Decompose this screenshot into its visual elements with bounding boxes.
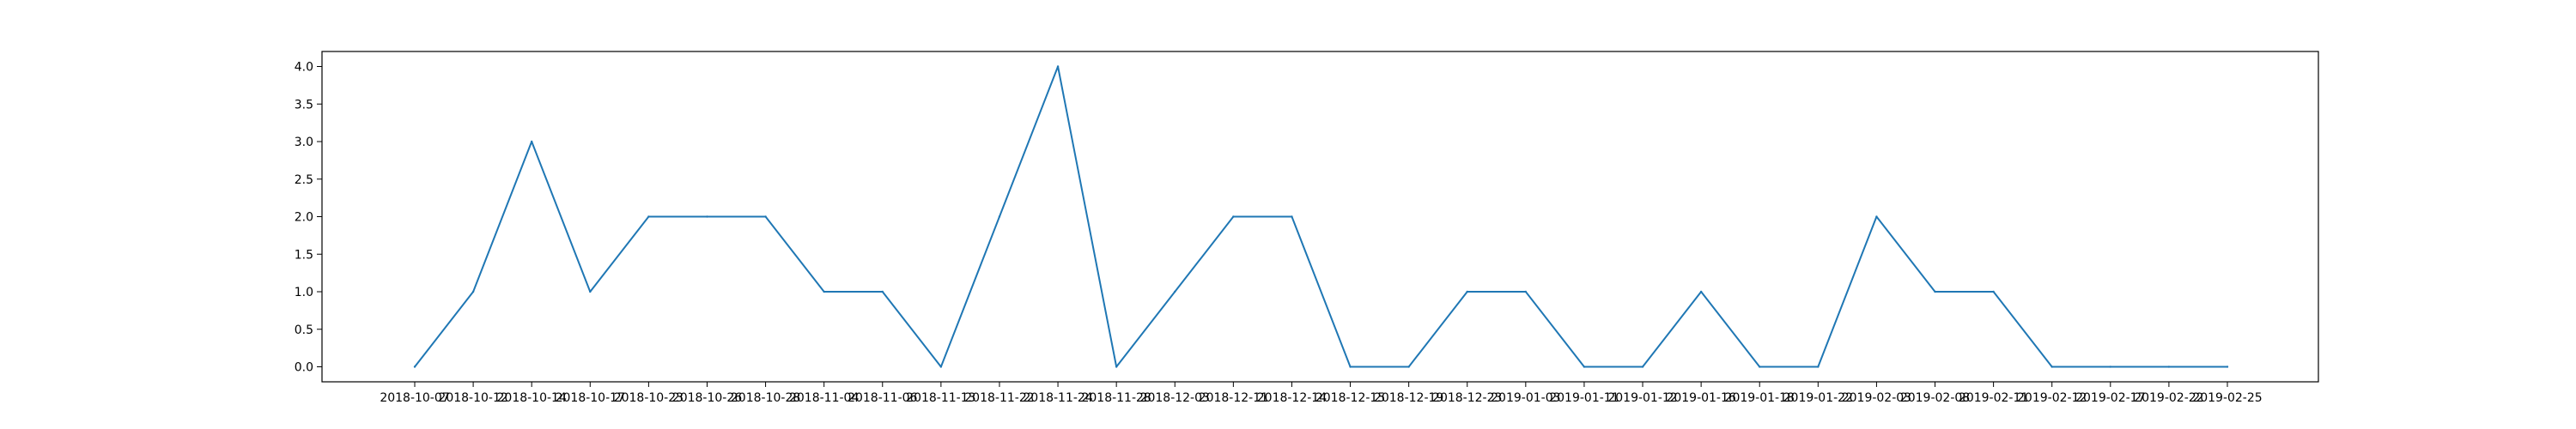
data-point-31 [2226,366,2229,368]
x-tick-label-25: 2019-02-03 [1842,391,1911,405]
x-tick-label-27: 2019-02-11 [1959,391,2028,405]
y-tick-label-0: 0.0 [295,361,313,375]
data-point-7 [823,290,825,293]
y-tick-label-7: 3.5 [295,98,313,112]
y-tick-label-4: 2.0 [295,211,313,225]
x-tick-label-0: 2018-10-07 [380,391,449,405]
x-tick-label-2: 2018-10-14 [497,391,567,405]
x-tick-label-9: 2018-11-13 [906,391,975,405]
data-point-3 [589,290,592,293]
x-tick-label-30: 2019-02-22 [2134,391,2203,405]
x-tick-label-16: 2018-12-15 [1315,391,1385,405]
x-tick-label-18: 2018-12-23 [1432,391,1502,405]
x-tick-label-3: 2018-10-17 [556,391,625,405]
data-point-12 [1115,366,1118,368]
x-tick-label-19: 2019-01-03 [1491,391,1560,405]
x-tick-label-21: 2019-01-12 [1607,391,1677,405]
y-tick-label-8: 4.0 [295,61,313,75]
data-point-20 [1583,366,1586,368]
data-point-26 [1934,290,1936,293]
y-tick-label-6: 3.0 [295,136,313,149]
x-tick-label-10: 2018-11-22 [964,391,1034,405]
y-tick-label-2: 1.0 [295,286,313,299]
x-tick-label-13: 2018-12-03 [1140,391,1210,405]
x-tick-label-7: 2018-11-04 [789,391,859,405]
data-point-28 [2050,366,2053,368]
x-tick-label-4: 2018-10-23 [614,391,683,405]
data-point-2 [530,140,533,143]
x-tick-label-17: 2018-12-19 [1374,391,1443,405]
x-tick-label-20: 2019-01-11 [1549,391,1619,405]
data-point-11 [1056,65,1060,68]
data-point-15 [1291,215,1293,218]
data-point-1 [471,290,475,293]
x-tick-label-1: 2018-10-12 [438,391,507,405]
data-point-14 [1232,215,1235,218]
data-point-24 [1817,366,1820,368]
x-tick-label-31: 2019-02-25 [2192,391,2262,405]
plot-area [321,51,2319,383]
data-point-5 [706,215,708,218]
data-point-25 [1875,215,1878,218]
data-point-19 [1524,290,1528,293]
x-tick-label-8: 2018-11-06 [848,391,917,405]
data-point-8 [881,290,884,293]
y-tick-label-3: 1.5 [295,248,313,262]
y-axis: 0.0 0.5 1.0 1.5 2.0 2.5 3.0 3.5 4.0 [295,61,322,375]
data-point-9 [939,366,943,368]
x-tick-label-6: 2018-10-28 [731,391,800,405]
x-tick-label-11: 2018-11-24 [1023,391,1092,405]
x-tick-label-29: 2019-02-17 [2075,391,2145,405]
series-group [413,65,2229,368]
y-tick-label-1: 0.5 [295,323,313,337]
x-tick-label-28: 2019-02-12 [2017,391,2087,405]
y-tick-label-5: 2.5 [295,173,313,187]
x-tick-label-24: 2019-01-22 [1783,391,1853,405]
x-tick-label-5: 2018-10-26 [672,391,742,405]
x-tick-label-26: 2019-02-08 [1900,391,1970,405]
x-tick-label-23: 2019-01-18 [1725,391,1795,405]
x-tick-label-22: 2019-01-16 [1666,391,1735,405]
data-point-18 [1466,290,1468,293]
data-point-27 [1992,290,1995,293]
x-axis: 2018-10-072018-10-122018-10-142018-10-17… [380,382,2263,405]
data-point-30 [2167,366,2171,368]
x-tick-label-14: 2018-12-11 [1199,391,1268,405]
data-point-17 [1407,366,1410,368]
data-point-16 [1349,366,1352,368]
data-point-0 [413,366,416,368]
data-point-10 [998,215,1001,218]
data-point-21 [1641,366,1644,368]
series-line-0 [414,65,2227,368]
data-point-4 [647,215,650,218]
x-tick-label-12: 2018-11-28 [1081,391,1151,405]
data-point-6 [764,215,767,218]
data-point-23 [1759,366,1761,368]
data-point-13 [1174,290,1176,293]
x-tick-label-15: 2018-12-14 [1257,391,1327,405]
data-point-22 [1699,290,1703,293]
data-point-29 [2109,366,2112,368]
